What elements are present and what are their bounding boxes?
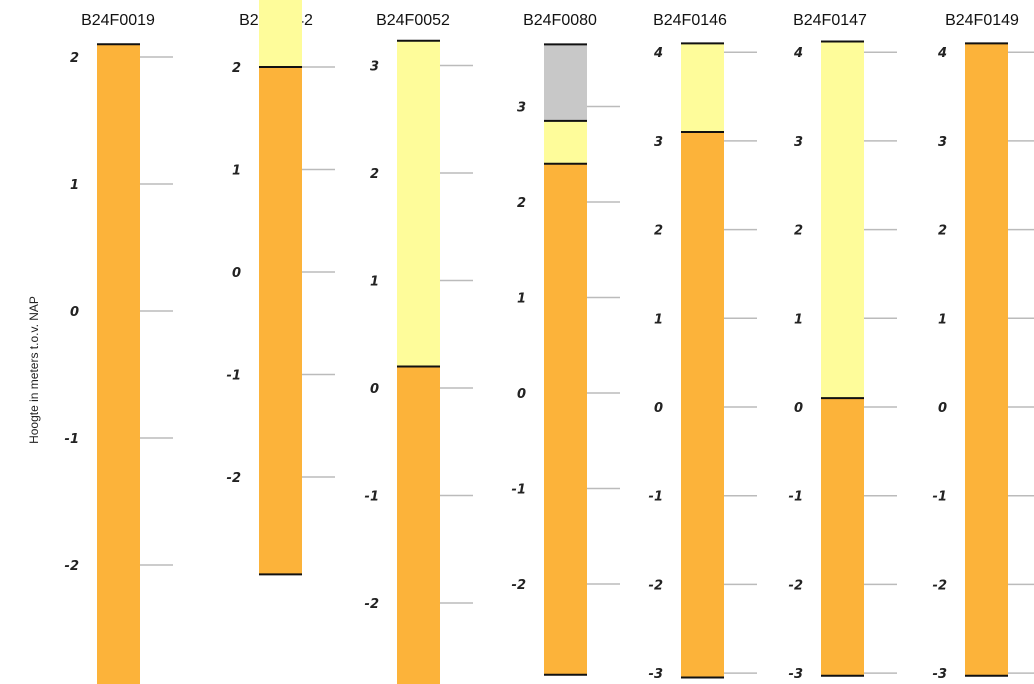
col-b24f0042-tick-label: -2 [227, 471, 241, 486]
col-b24f0147-tick-label: 4 [793, 46, 803, 61]
col-b24f0147-tick-label: 1 [794, 312, 803, 327]
col-b24f0080-layer-grey [544, 44, 587, 121]
col-b24f0146-tick-label: 3 [654, 135, 663, 150]
col-b24f0146-tick-label: 2 [654, 224, 663, 239]
col-b24f0019-tick-label: 1 [70, 178, 79, 193]
col-b24f0080-layer-light-yellow [544, 120, 587, 164]
col-b24f0147-tick-label: -1 [789, 490, 803, 505]
col-b24f0147-tick-label: -3 [789, 667, 803, 682]
col-b24f0080-layer-orange [544, 163, 587, 675]
col-b24f0080-tick-label: -1 [512, 483, 526, 498]
col-b24f0019-tick-label: 2 [70, 51, 79, 66]
col-b24f0146-tick-label: 0 [654, 401, 663, 416]
col-b24f0149-tick-label: -1 [933, 490, 947, 505]
col-b24f0147-tick-label: 3 [794, 135, 803, 150]
col-b24f0080-tick-label: 3 [517, 101, 526, 116]
col-b24f0052-title: B24F0052 [376, 12, 450, 29]
col-b24f0052-layer-light-yellow [397, 40, 440, 367]
col-b24f0149-tick-label: 4 [937, 46, 947, 61]
col-b24f0149-tick-label: 1 [938, 312, 947, 327]
col-b24f0149-tick-label: 2 [938, 224, 947, 239]
col-b24f0042-layer-orange [259, 67, 302, 575]
y-axis-label: Hoogte in meters t.o.v. NAP [27, 296, 41, 444]
col-b24f0052-tick-label: 2 [370, 167, 379, 182]
col-b24f0042-layer-light-yellow [259, 0, 302, 67]
col-b24f0052-tick-label: -1 [365, 490, 379, 505]
col-b24f0042-tick-label: -1 [227, 369, 241, 384]
col-b24f0149-tick-label: 3 [938, 135, 947, 150]
col-b24f0042-tick-label: 2 [232, 61, 241, 76]
col-b24f0146-layer-light-yellow [681, 43, 724, 133]
col-b24f0052-tick-label: 0 [370, 382, 379, 397]
col-b24f0149-title: B24F0149 [945, 12, 1019, 29]
col-b24f0147-tick-label: 2 [794, 224, 803, 239]
col-b24f0146-tick-label: 4 [653, 46, 663, 61]
col-b24f0149-tick-label: -3 [933, 667, 947, 682]
col-b24f0052-layer-orange [397, 366, 440, 684]
col-b24f0146-title: B24F0146 [653, 12, 727, 29]
col-b24f0042-tick-label: 1 [232, 164, 241, 179]
col-b24f0052-tick-label: 1 [370, 275, 379, 290]
col-b24f0149-tick-label: -2 [933, 578, 947, 593]
col-b24f0019-layer-orange [97, 44, 140, 684]
col-b24f0146-tick-label: -3 [649, 667, 663, 682]
col-b24f0146-tick-label: -1 [649, 490, 663, 505]
col-b24f0149-layer-orange [965, 43, 1008, 676]
col-b24f0019-tick-label: -1 [65, 432, 79, 447]
col-b24f0019-title: B24F0019 [81, 12, 155, 29]
col-b24f0080-tick-label: 0 [517, 387, 526, 402]
col-b24f0146-tick-label: -2 [649, 578, 663, 593]
col-b24f0147-title: B24F0147 [793, 12, 867, 29]
col-b24f0019-tick-label: -2 [65, 559, 79, 574]
col-b24f0147-layer-orange [821, 398, 864, 676]
col-b24f0042-tick-label: 0 [232, 266, 241, 281]
col-b24f0147-tick-label: -2 [789, 578, 803, 593]
col-b24f0080-tick-label: -2 [512, 578, 526, 593]
col-b24f0149-tick-label: 0 [938, 401, 947, 416]
col-b24f0052-tick-label: -2 [365, 597, 379, 612]
col-b24f0019-tick-label: 0 [70, 305, 79, 320]
col-b24f0080-tick-label: 1 [517, 292, 526, 307]
col-b24f0080-tick-label: 2 [517, 196, 526, 211]
col-b24f0146-layer-orange [681, 132, 724, 678]
col-b24f0146-tick-label: 1 [654, 312, 663, 327]
col-b24f0147-layer-light-yellow [821, 41, 864, 399]
col-b24f0052-tick-label: 3 [370, 60, 379, 75]
col-b24f0080-title: B24F0080 [523, 12, 597, 29]
col-b24f0147-tick-label: 0 [794, 401, 803, 416]
